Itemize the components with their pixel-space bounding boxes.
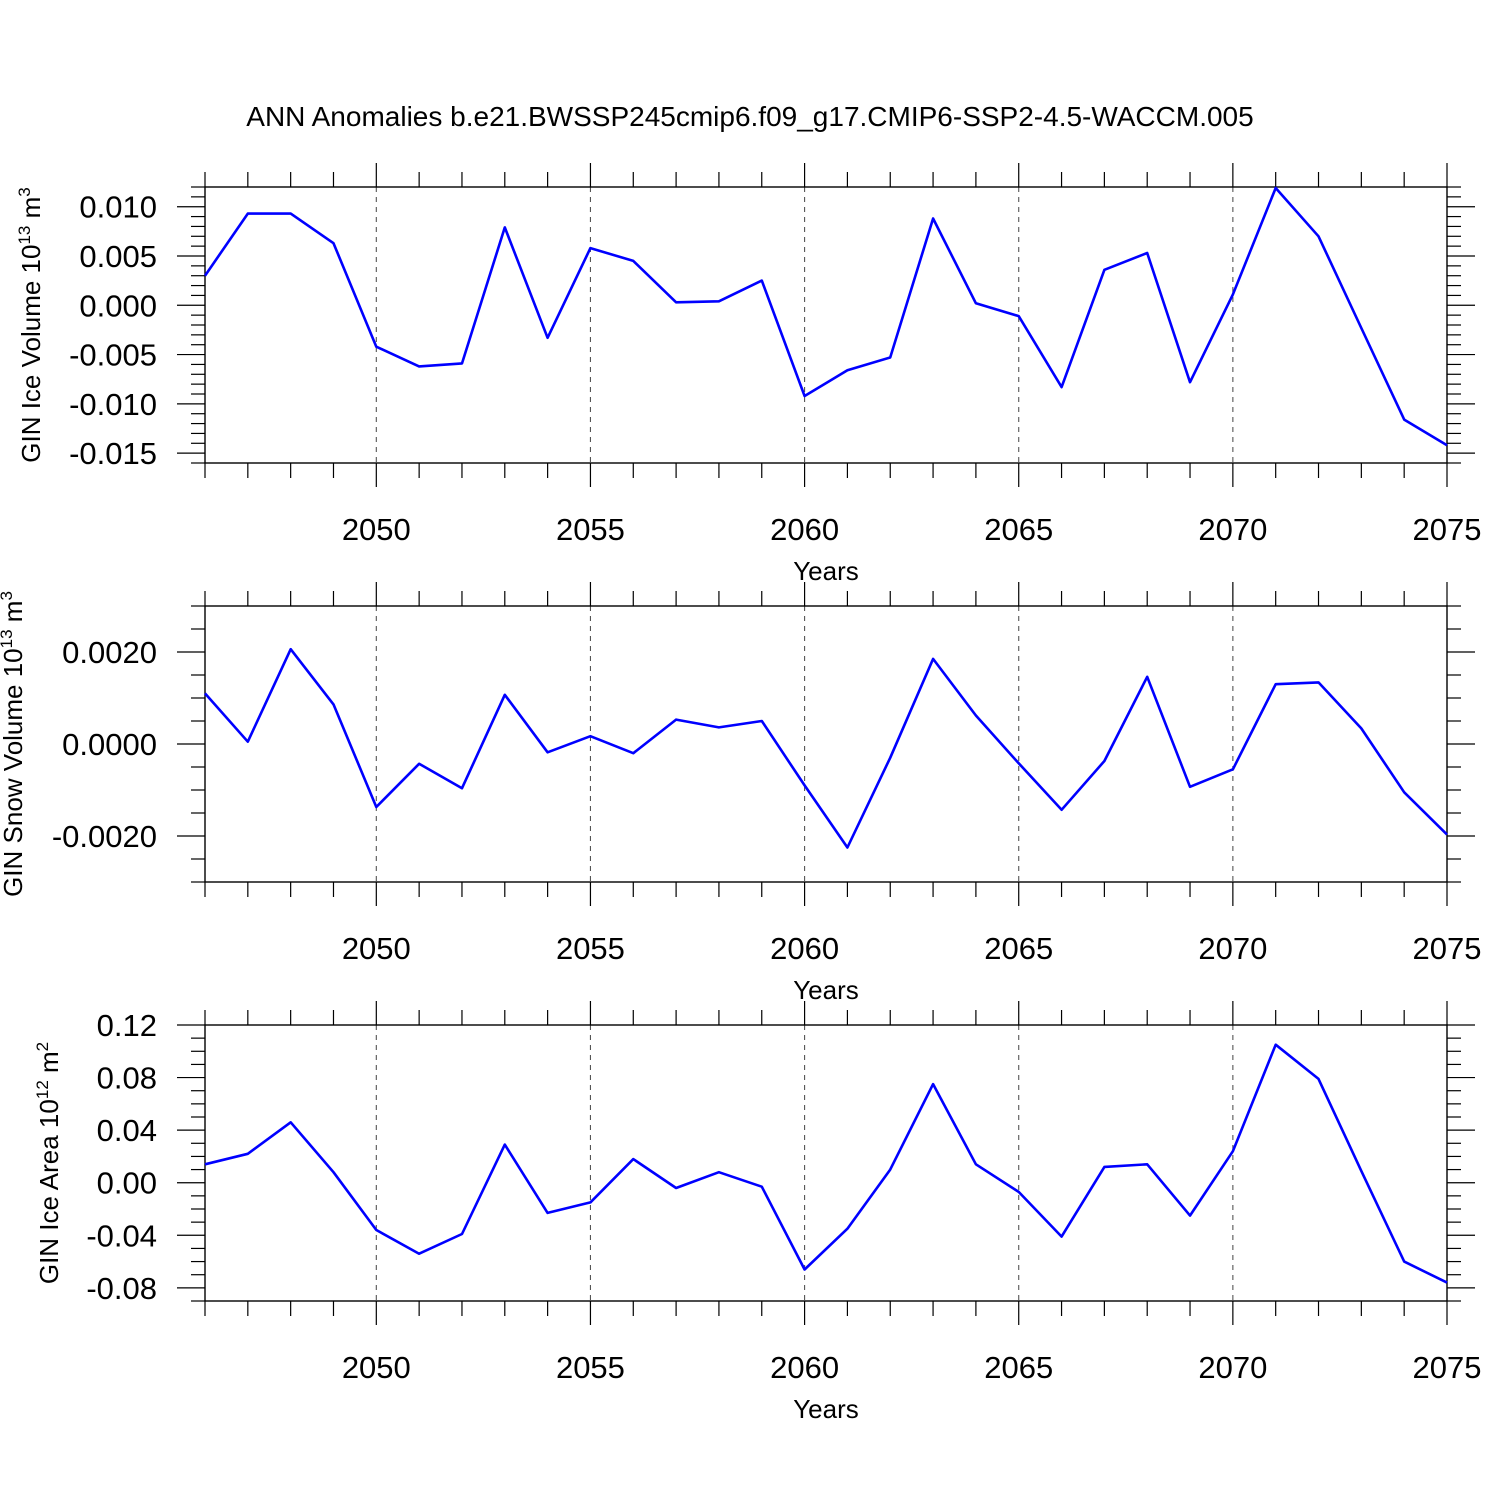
- y-axis-unit-base: 10: [34, 1099, 64, 1128]
- x-tick-label: 2065: [984, 512, 1053, 547]
- x-tick-label: 2060: [770, 512, 839, 547]
- x-tick-label: 2055: [556, 931, 625, 966]
- y-axis-title: GIN Ice Area 1012 m2: [33, 1042, 64, 1284]
- y-axis-unit-base: 10: [16, 245, 46, 274]
- y-axis-unit-rest: m: [16, 197, 46, 226]
- y-tick-label: 0.0020: [62, 635, 157, 670]
- x-tick-label: 2060: [770, 1350, 839, 1385]
- x-tick-label: 2070: [1198, 1350, 1267, 1385]
- y-tick-label: -0.0020: [52, 819, 157, 854]
- y-tick-label: 0.12: [97, 1008, 157, 1043]
- y-axis-unit-exponent: 13: [0, 629, 16, 648]
- x-tick-label: 2075: [1413, 512, 1482, 547]
- plot-frame: [204, 1024, 1448, 1302]
- y-tick-label: -0.04: [86, 1218, 157, 1253]
- series-line: [204, 1043, 1448, 1284]
- y-axis-label-text: GIN Snow Volume: [0, 677, 28, 897]
- panel-snow-volume: 2050 2055 2060 2065 2070 2075 Years 0.0020 0.000…: [0, 582, 1481, 1005]
- x-tick-label: 2055: [556, 1350, 625, 1385]
- y-axis-unit-rest-exponent: 3: [15, 187, 34, 196]
- x-tick-label: 2050: [342, 931, 411, 966]
- x-axis-title: Years: [793, 1394, 859, 1424]
- y-axis-label-text: GIN Ice Volume: [16, 273, 46, 462]
- y-axis-unit-base: 10: [0, 648, 28, 677]
- x-tick-label: 2065: [984, 931, 1053, 966]
- y-axis-unit-rest-exponent: 2: [33, 1042, 52, 1051]
- y-axis-unit-rest: m: [34, 1051, 64, 1080]
- y-axis-unit-exponent: 12: [33, 1080, 52, 1099]
- y-tick-label: -0.015: [69, 436, 157, 471]
- y-tick-label: 0.0000: [62, 727, 157, 762]
- plot-frame: [204, 605, 1448, 883]
- x-tick-label: 2050: [342, 1350, 411, 1385]
- series-line: [203, 186, 1448, 447]
- x-tick-label: 2070: [1198, 512, 1267, 547]
- chart-title: ANN Anomalies b.e21.BWSSP245cmip6.f09_g1…: [246, 101, 1253, 132]
- x-tick-label: 2055: [556, 512, 625, 547]
- y-tick-label: 0.005: [79, 239, 157, 274]
- y-tick-label: 0.00: [97, 1166, 157, 1201]
- y-axis-unit-rest-exponent: 3: [0, 591, 16, 600]
- y-tick-label: 0.04: [97, 1113, 157, 1148]
- series-line: [204, 647, 1448, 849]
- y-tick-label: -0.005: [69, 338, 157, 373]
- x-tick-label: 2060: [770, 931, 839, 966]
- x-tick-label: 2050: [342, 512, 411, 547]
- y-tick-label: 0.08: [97, 1061, 157, 1096]
- x-tick-label: 2065: [984, 1350, 1053, 1385]
- y-axis-unit-rest: m: [0, 601, 28, 630]
- x-tick-label: 2075: [1413, 1350, 1482, 1385]
- x-tick-label: 2070: [1198, 931, 1267, 966]
- y-tick-label: 0.000: [79, 288, 157, 323]
- panel-ice-volume: 2050 2055 2060 2065 2070 2075 Years 0.010 0.005 0…: [15, 163, 1481, 586]
- y-tick-label: 0.010: [79, 190, 157, 225]
- y-axis-title: GIN Snow Volume 1013 m3: [0, 591, 28, 897]
- y-tick-label: -0.010: [69, 387, 157, 422]
- x-axis-title: Years: [793, 975, 859, 1005]
- y-axis-unit-exponent: 13: [15, 226, 34, 245]
- x-axis-title: Years: [793, 556, 859, 586]
- y-tick-label: -0.08: [86, 1271, 157, 1306]
- y-axis-title: GIN Ice Volume 1013 m3: [15, 187, 46, 463]
- x-tick-label: 2075: [1413, 931, 1482, 966]
- y-axis-label-text: GIN Ice Area: [34, 1128, 64, 1284]
- panel-ice-area: 2050 2055 2060 2065 2070 2075 Years 0.12 0.08 0.0…: [33, 1001, 1481, 1424]
